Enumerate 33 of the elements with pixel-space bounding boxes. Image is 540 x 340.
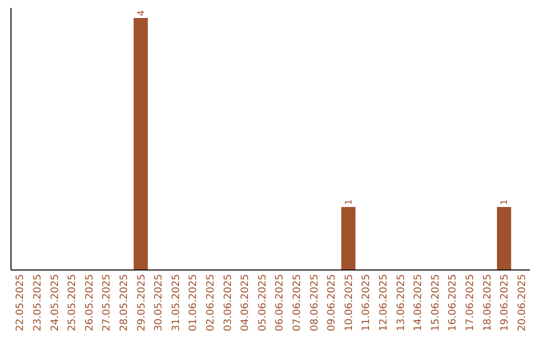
x-tick-label: 17.06.2025 xyxy=(464,274,476,332)
x-tick-label: 05.06.2025 xyxy=(257,274,268,332)
x-tick-label: 18.06.2025 xyxy=(482,274,494,332)
x-tick-label: 10.06.2025 xyxy=(344,274,355,332)
x-tick-label: 13.06.2025 xyxy=(396,274,407,332)
x-tick-label: 03.06.2025 xyxy=(222,274,234,332)
x-tick-label: 30.05.2025 xyxy=(154,274,165,332)
x-tick-label: 28.05.2025 xyxy=(118,274,130,332)
x-tick-label: 24.05.2025 xyxy=(50,274,61,332)
x-tick-label: 16.06.2025 xyxy=(448,274,459,332)
x-tick-label: 07.06.2025 xyxy=(292,274,303,332)
x-tick-label: 06.06.2025 xyxy=(274,274,286,332)
x-tick-label: 12.06.2025 xyxy=(378,274,390,332)
data-label: 1 xyxy=(500,199,510,205)
x-tick-label: 15.06.2025 xyxy=(430,274,442,332)
x-tick-label: 23.05.2025 xyxy=(32,274,44,332)
data-label: 1 xyxy=(344,199,354,205)
x-tick-label: 31.05.2025 xyxy=(170,274,182,332)
x-tick-label: 20.06.2025 xyxy=(516,274,528,332)
x-tick-label: 01.06.2025 xyxy=(188,274,200,332)
x-tick-label: 29.05.2025 xyxy=(136,274,148,332)
x-tick-label: 22.05.2025 xyxy=(15,274,26,332)
x-tick-label: 09.06.2025 xyxy=(326,274,338,332)
x-tick-label: 02.06.2025 xyxy=(205,274,216,332)
x-tick-label: 27.05.2025 xyxy=(102,274,113,332)
x-tick-label: 26.05.2025 xyxy=(84,274,96,332)
x-tick-label: 04.06.2025 xyxy=(240,274,252,332)
data-label: 4 xyxy=(136,10,147,16)
x-tick-label: 19.06.2025 xyxy=(500,274,511,332)
x-tick-label: 14.06.2025 xyxy=(413,274,424,332)
x-tick-label: 11.06.2025 xyxy=(361,274,372,332)
x-tick-label: 25.05.2025 xyxy=(67,274,78,332)
x-tick-label: 08.06.2025 xyxy=(309,274,320,332)
